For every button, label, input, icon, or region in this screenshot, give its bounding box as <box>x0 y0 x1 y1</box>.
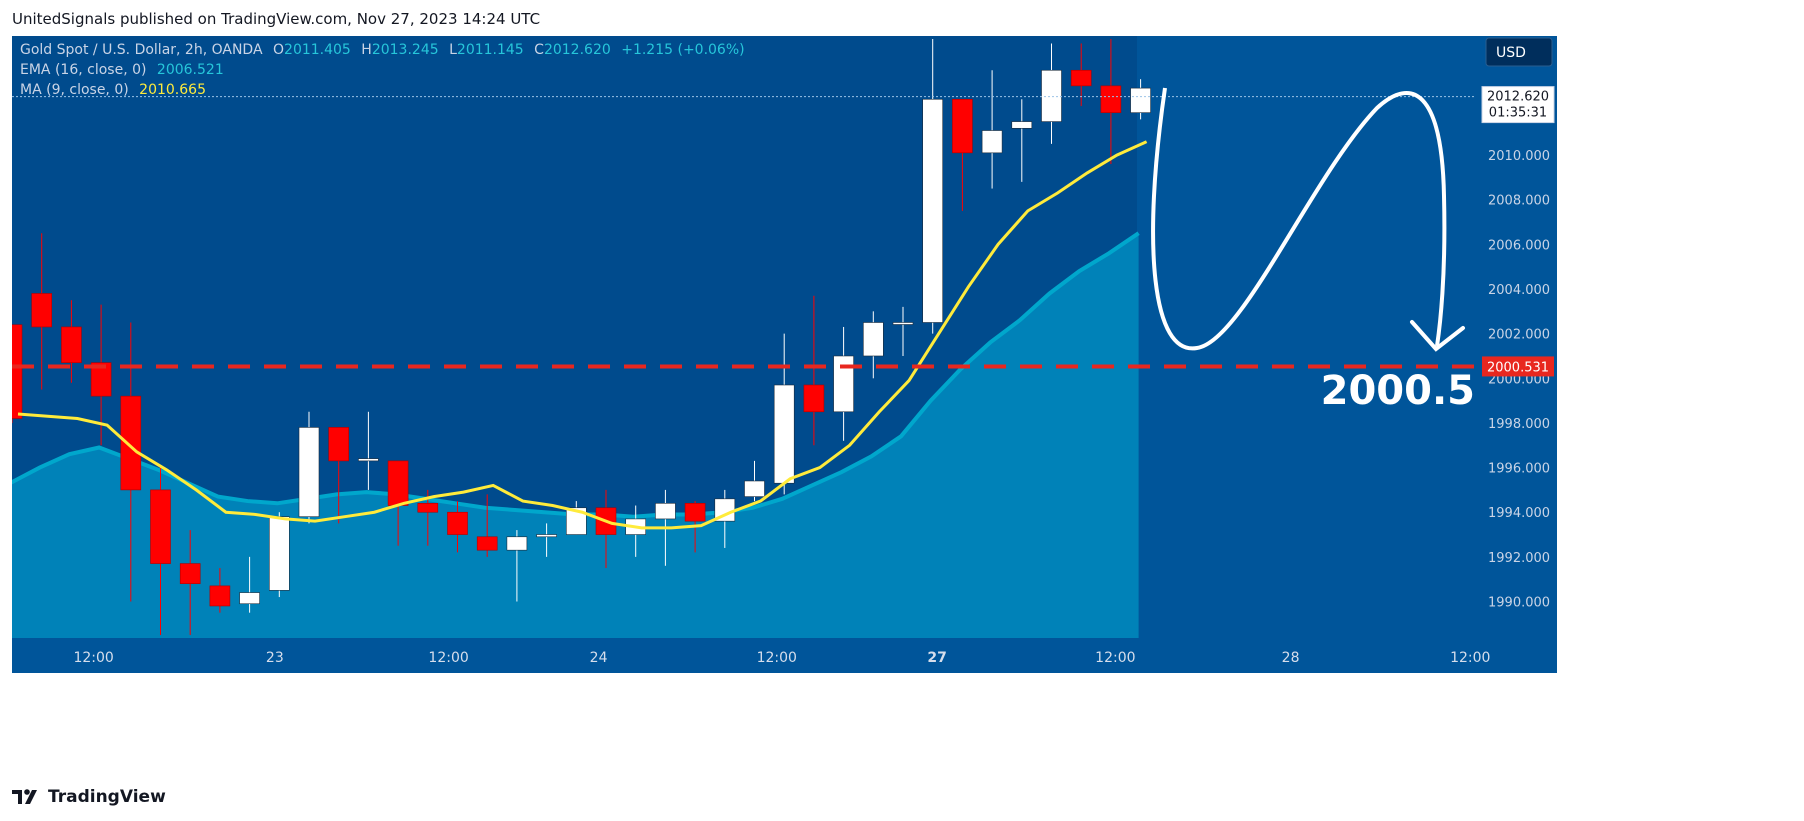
target-annotation: 2000.5 <box>1321 368 1475 414</box>
tradingview-logo[interactable]: TradingView <box>12 787 166 807</box>
candle-down <box>417 502 439 513</box>
time-axis-tick: 12:00 <box>1450 650 1490 666</box>
last-price-tag: 2012.620 01:35:31 <box>1481 86 1555 124</box>
candle-down <box>12 324 23 419</box>
low-value: 2011.145 <box>457 42 524 58</box>
candle-up <box>298 427 320 517</box>
candle-up <box>833 355 854 413</box>
candle-up <box>1130 87 1151 113</box>
time-axis-tick: 12:00 <box>1095 650 1135 666</box>
candle-up <box>1011 121 1033 129</box>
candle-down <box>150 489 171 564</box>
time-axis-tick: 23 <box>266 650 284 666</box>
change-value: +1.215 (+0.06%) <box>621 42 744 58</box>
symbol-label: Gold Spot / U.S. Dollar, 2h, OANDA <box>20 42 263 58</box>
currency-button[interactable]: USD <box>1485 37 1553 67</box>
price-axis-tick: 2010.000 <box>1488 149 1550 164</box>
candle-down <box>476 536 498 551</box>
candle-up <box>981 130 1003 154</box>
candle-down <box>447 511 468 535</box>
candle-down <box>120 395 142 491</box>
last-price-value: 2012.620 <box>1487 90 1549 105</box>
bar-countdown: 01:35:31 <box>1489 106 1547 121</box>
level-price-value: 2000.531 <box>1487 360 1549 375</box>
candle-down <box>952 98 973 154</box>
candle-up <box>773 384 795 484</box>
ma-value: 2010.665 <box>139 82 206 98</box>
candle-down <box>684 502 706 522</box>
ma-line <box>17 140 1148 530</box>
candle-up <box>536 534 557 538</box>
tradingview-logo-icon <box>12 789 37 804</box>
candle-down <box>387 460 409 506</box>
ma-label: MA (9, close, 0) <box>20 82 129 98</box>
open-value: 2011.405 <box>284 42 351 58</box>
candle-up <box>922 98 944 323</box>
candle-up <box>655 502 676 520</box>
price-axis-tick: 1998.000 <box>1488 417 1550 432</box>
time-axis-tick: 12:00 <box>428 650 468 666</box>
ema-label: EMA (16, close, 0) <box>20 62 146 78</box>
candle-up <box>565 507 587 535</box>
candle-up <box>239 592 260 605</box>
future-area <box>1137 36 1474 638</box>
candle-up <box>862 322 884 357</box>
time-axis[interactable]: 12:00 23 12:00 24 12:00 27 12:00 28 12:00 <box>73 650 1490 666</box>
candle-up <box>268 516 290 591</box>
candle-down <box>31 293 53 328</box>
price-axis-tick: 2004.000 <box>1488 283 1550 298</box>
ema-area-fill <box>12 233 1139 638</box>
price-axis[interactable]: 2010.000 2008.000 2006.000 2004.000 2002.000… <box>1488 149 1550 610</box>
candle-down <box>179 563 201 584</box>
price-axis-tick: 1994.000 <box>1488 506 1550 521</box>
candle-down <box>328 427 350 462</box>
ema-value: 2006.521 <box>157 62 224 78</box>
publisher-header: UnitedSignals published on TradingView.c… <box>12 10 541 28</box>
tradingview-wordmark: TradingView <box>48 787 166 807</box>
time-axis-tick: 12:00 <box>757 650 797 666</box>
time-axis-tick: 27 <box>927 650 946 666</box>
candle-up <box>892 322 914 325</box>
price-axis-tick: 1990.000 <box>1488 596 1550 611</box>
projection-drawing <box>1151 87 1447 351</box>
time-axis-tick: 12:00 <box>73 650 113 666</box>
time-axis-tick: 24 <box>590 650 608 666</box>
candle-down <box>1100 85 1122 113</box>
price-axis-tick: 1992.000 <box>1488 551 1550 566</box>
candle-up <box>744 480 765 497</box>
price-axis-tick: 2008.000 <box>1488 194 1550 209</box>
level-price-tag: 2000.531 <box>1482 356 1554 377</box>
candle-down <box>209 585 231 607</box>
legend: Gold Spot / U.S. Dollar, 2h, OANDA O2011… <box>20 42 745 98</box>
chart-canvas[interactable]: 2000.5 2010.0002008.0002006.0002004.0002… <box>12 36 1557 673</box>
svg-text:MA (9, close, 0) 2010.66: MA (9, close, 0) 2010.665 <box>20 82 206 98</box>
candle-up <box>506 536 528 551</box>
candlestick-series <box>12 39 1151 635</box>
svg-text:EMA (16, close, 0) 2006.: EMA (16, close, 0) 2006.521 <box>20 62 224 78</box>
candle-down <box>61 326 82 363</box>
close-value: 2012.620 <box>544 42 611 58</box>
price-axis-tick: 1996.000 <box>1488 462 1550 477</box>
candle-up <box>358 458 379 462</box>
projection-arrowhead <box>1410 320 1465 352</box>
high-value: 2013.245 <box>372 42 439 58</box>
price-axis-tick: 2006.000 <box>1488 238 1550 253</box>
price-axis-tick: 2002.000 <box>1488 328 1550 343</box>
currency-label: USD <box>1496 45 1526 61</box>
candle-down <box>90 362 112 397</box>
time-axis-tick: 28 <box>1282 650 1300 666</box>
svg-text:Gold Spot / U.S. Dollar, 2h, O: Gold Spot / U.S. Dollar, 2h, OANDA O2011… <box>20 42 745 58</box>
candle-down <box>1070 69 1092 87</box>
candle-up <box>1041 69 1062 122</box>
candle-down <box>803 384 825 413</box>
